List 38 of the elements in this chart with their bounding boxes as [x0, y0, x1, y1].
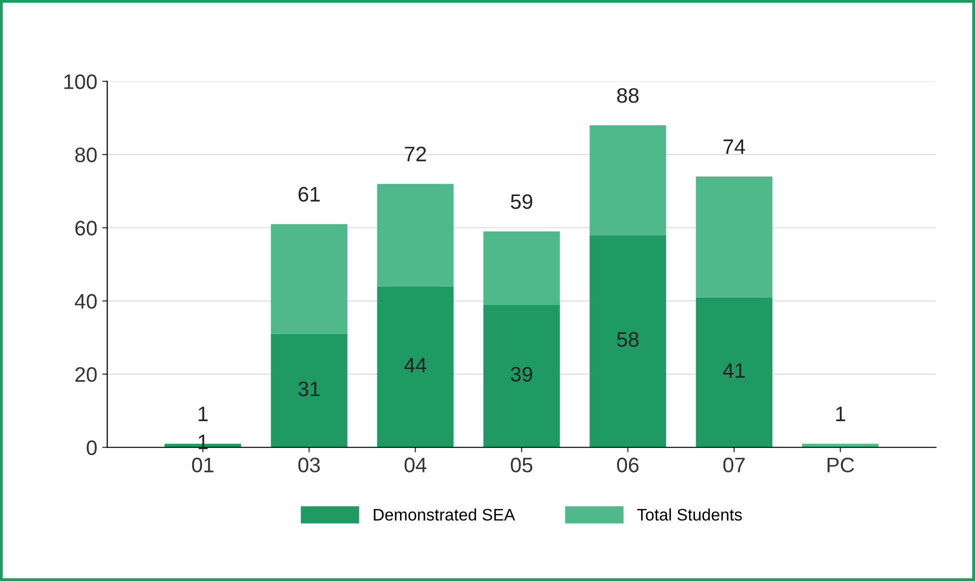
data-label: 1 [198, 406, 208, 422]
x-tick-label: 03 [298, 458, 320, 472]
x-tick-label: 05 [510, 458, 532, 472]
data-label: 58 [617, 332, 639, 347]
y-tick-label: 80 [75, 148, 97, 162]
total-label: 1 [836, 406, 846, 422]
data-label: 39 [510, 366, 532, 382]
bar [483, 304, 560, 448]
total-label: 74 [724, 140, 746, 154]
bar [590, 125, 666, 236]
total-label: 61 [298, 186, 320, 202]
bar [696, 176, 772, 298]
bar [590, 235, 666, 448]
total-label: 59 [510, 194, 532, 209]
legend-label: Total Students [637, 508, 742, 521]
y-tick-label: 20 [75, 367, 97, 382]
x-tick-label: PC [828, 458, 854, 472]
data-label: 31 [298, 381, 320, 396]
bar [483, 231, 560, 305]
y-tick-label: 60 [75, 220, 97, 236]
total-label: 88 [617, 88, 639, 103]
bar [377, 286, 454, 448]
bar [270, 334, 348, 448]
x-tick-label: 01 [192, 458, 214, 472]
y-tick-label: 40 [74, 294, 97, 309]
x-tick-label: 04 [404, 458, 426, 472]
legend-label: Demonstrated SEA [374, 508, 516, 521]
bar [802, 444, 879, 448]
bar [696, 297, 772, 448]
data-label: 44 [404, 358, 426, 372]
y-tick-label: 0 [86, 440, 97, 456]
x-tick-label: 07 [723, 458, 745, 472]
bar [377, 184, 454, 286]
total-label: 72 [404, 146, 426, 162]
x-tick-label: 06 [617, 458, 639, 472]
y-tick-label: 100 [64, 74, 97, 90]
data-label: 41 [723, 363, 745, 378]
bar [270, 224, 348, 334]
